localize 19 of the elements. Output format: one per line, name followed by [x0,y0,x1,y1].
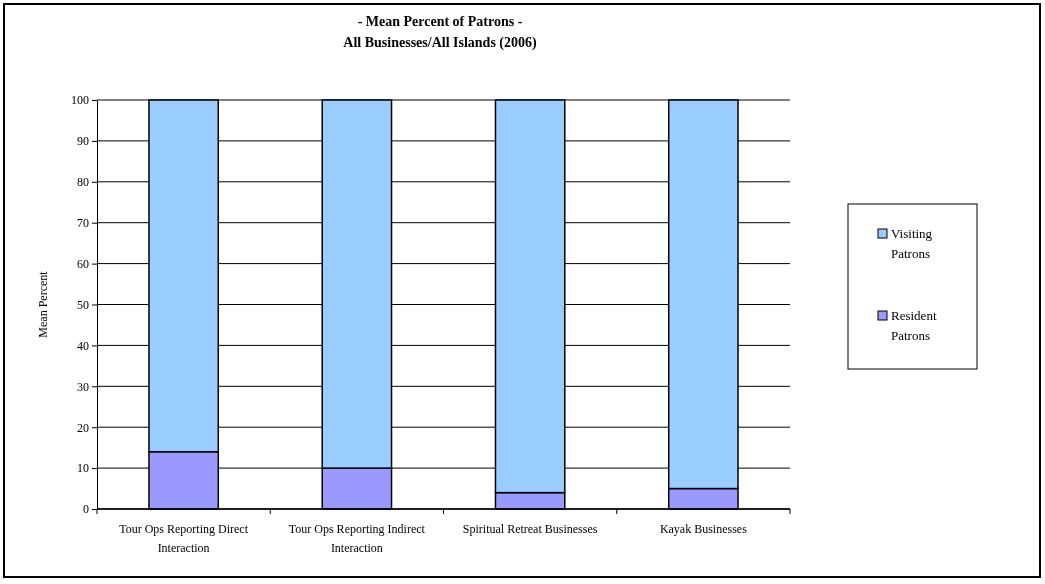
x-tick-label: Tour Ops Reporting Indirect Interaction [288,522,426,555]
y-tick-label: 80 [77,175,89,190]
x-tick-label: Spiritual Retreat Businesses [462,522,598,536]
y-tick-label: 60 [77,256,89,271]
chart-title: - Mean Percent of Patrons - All Businesses/All Islands (2006) [343,14,537,51]
y-tick-label: 30 [77,379,89,394]
x-tick-label: Kayak Businesses [659,522,748,536]
y-tick-label: 10 [77,461,89,476]
legend-label: Resident Patrons [891,308,937,343]
y-tick-label: 20 [77,420,89,435]
y-tick-label: 50 [77,297,89,312]
x-tick-label: Tour Ops Reporting Direct Interaction [119,522,249,555]
y-tick-label: 70 [77,216,89,231]
y-tick-label: 100 [71,93,89,108]
y-tick-label: 90 [77,134,89,149]
y-axis-title: Mean Percent [36,270,50,338]
legend-label: Visiting Patrons [891,226,933,261]
y-tick-label: 40 [77,338,89,353]
y-tick-label: 0 [83,502,89,517]
